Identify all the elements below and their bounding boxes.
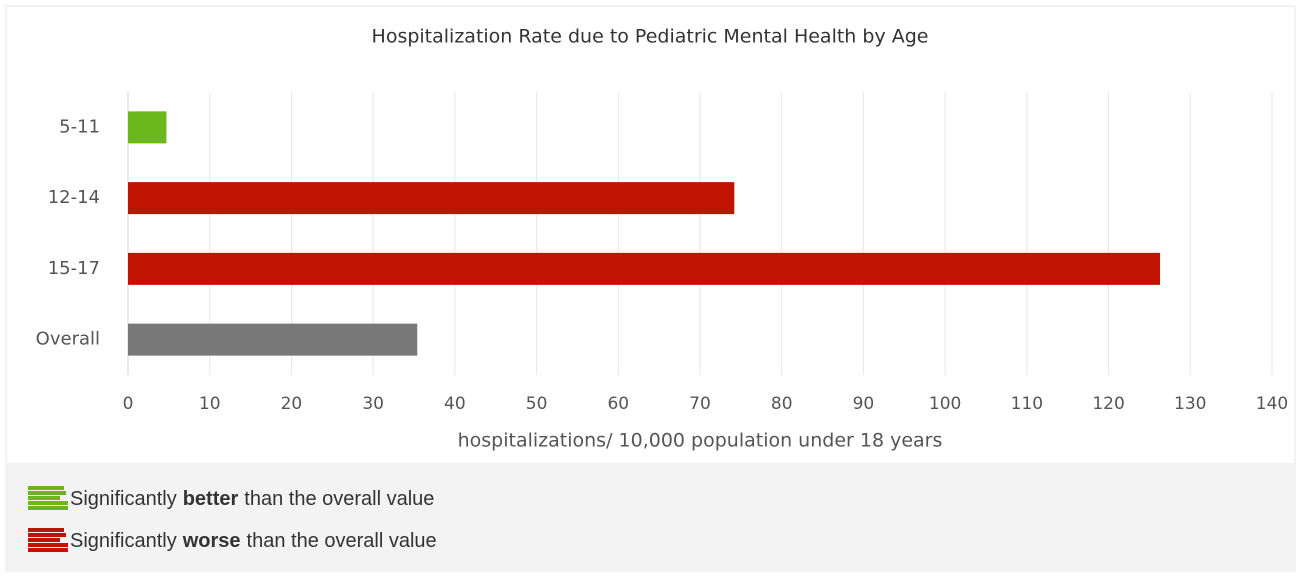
legend-icon-bar [28,528,64,532]
x-tick-label: 0 [123,394,134,414]
legend-text: than the overall value [246,529,437,552]
legend-icon-bar [28,506,68,510]
legend-text: than the overall value [244,487,435,510]
bar [128,323,418,356]
legend-text: worse [182,529,241,552]
legend-icon-bar [28,496,60,500]
bar [128,182,735,215]
legend-panel [7,463,1294,570]
x-tick-label: 50 [526,394,548,414]
bar [128,111,167,144]
legend-item: Significantly worse than the overall value [28,526,437,556]
legend-icon-bar [28,543,68,547]
x-tick-label: 30 [362,394,384,414]
legend-icon-bar [28,501,68,505]
x-tick-label: 140 [1256,394,1288,414]
x-tick-label: 120 [1092,394,1124,414]
y-tick-label: Overall [36,329,100,350]
y-tick-label: 12-14 [48,187,100,208]
x-tick-label: 80 [771,394,793,414]
x-tick-label: 10 [199,394,221,414]
x-tick-label: 40 [444,394,466,414]
legend-icon-bar [28,486,64,490]
bar [128,252,1161,285]
x-tick-label: 90 [853,394,875,414]
legend-icon [28,486,68,510]
frame [5,5,1296,572]
x-axis-label: hospitalizations/ 10,000 population unde… [458,430,943,452]
x-tick-label: 100 [929,394,961,414]
legend-text: better [182,487,239,510]
legend-icon [28,528,68,552]
x-tick-label: 110 [1011,394,1043,414]
legend-item: Significantly better than the overall valu… [28,484,434,514]
chart-title: Hospitalization Rate due to Pediatric Me… [372,26,929,48]
legend-text: Significantly [70,487,177,510]
x-tick-label: 20 [281,394,303,414]
legend-text: Significantly [70,529,177,552]
legend-icon-bar [28,548,68,552]
legend-icon-bar [28,533,66,537]
legend-icon-bar [28,538,60,542]
y-tick-label: 15-17 [48,258,100,279]
x-tick-label: 130 [1174,394,1206,414]
x-tick-label: 70 [689,394,711,414]
y-tick-label: 5-11 [59,116,100,137]
x-tick-label: 60 [607,394,629,414]
legend-icon-bar [28,491,66,495]
